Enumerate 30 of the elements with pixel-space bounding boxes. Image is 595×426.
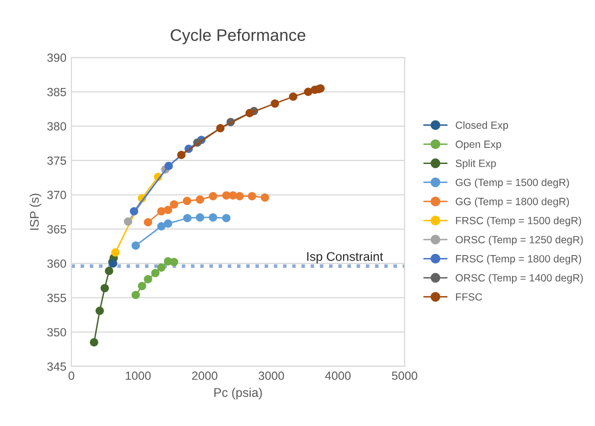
y-tick-label: 355 xyxy=(47,294,66,302)
legend-label: FRSC (Temp = 1800 degR) xyxy=(456,254,582,265)
legend-label: FRSC (Temp = 1500 degR) xyxy=(456,216,582,226)
y-tick-label: 365 xyxy=(47,225,66,234)
y-tick-label: 380 xyxy=(47,122,66,131)
legend-label: Closed Exp xyxy=(456,121,508,131)
y-tick-label: 360 xyxy=(47,259,66,268)
y-axis-title: ISP (s) xyxy=(30,194,42,230)
legend-label: FFSC xyxy=(456,293,482,301)
y-tick-label: 385 xyxy=(47,88,66,96)
legend-label: Split Exp xyxy=(456,159,496,170)
y-tick-label: 370 xyxy=(47,190,66,200)
legend-label: ORSC (Temp = 1250 degR) xyxy=(456,236,583,246)
x-tick-label: 5000 xyxy=(392,372,418,380)
y-tick-label: 345 xyxy=(47,362,66,371)
y-tick-label: 350 xyxy=(47,328,66,336)
x-axis-title: Pc (psia) xyxy=(214,388,262,400)
x-tick-label: 2000 xyxy=(192,372,218,380)
legend-label: ORSC (Temp = 1400 degR) xyxy=(456,274,583,284)
x-tick-label: 1000 xyxy=(126,372,151,380)
chart-title: Cycle Peformance xyxy=(170,28,306,44)
x-tick-label: 4000 xyxy=(325,372,351,380)
legend-label: Open Exp xyxy=(456,140,502,150)
ref-line-label: Isp Constraint xyxy=(307,252,384,264)
legend-label: GG (Temp = 1500 degR) xyxy=(456,178,569,188)
x-tick-label: 3000 xyxy=(258,372,284,380)
y-tick-label: 375 xyxy=(47,156,66,165)
x-tick-label: 0 xyxy=(68,372,74,380)
y-tick-label: 390 xyxy=(47,54,66,62)
legend-label: GG (Temp = 1800 degR) xyxy=(456,198,569,208)
